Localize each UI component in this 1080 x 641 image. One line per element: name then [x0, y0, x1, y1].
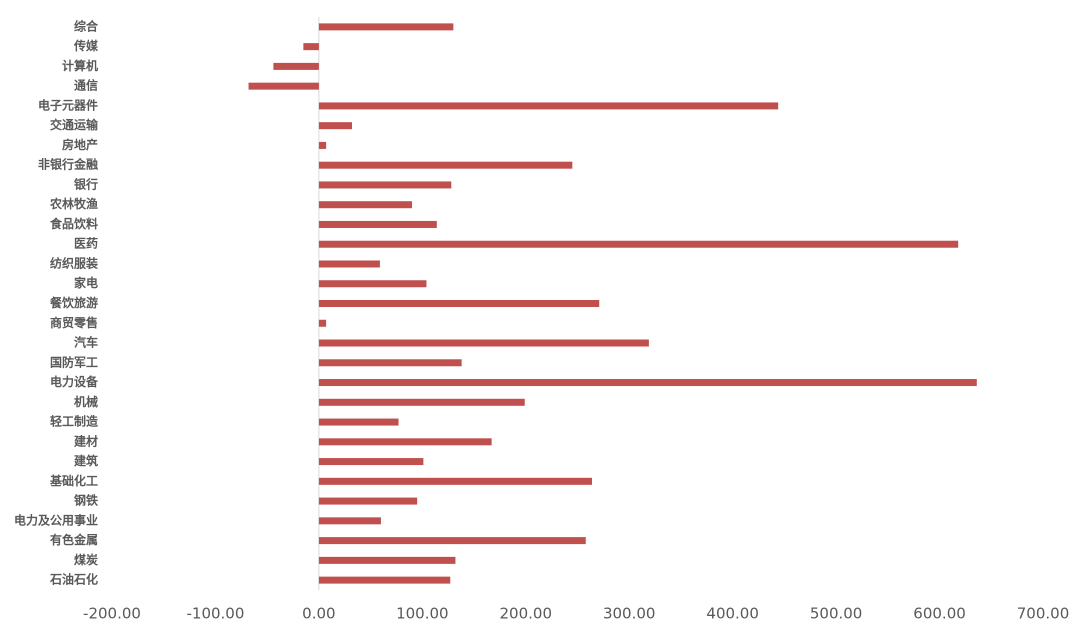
bar: [318, 438, 492, 446]
category-label: 医药: [74, 236, 98, 251]
bar: [318, 398, 525, 406]
bar: [318, 201, 412, 209]
bar: [318, 260, 380, 268]
bar: [318, 497, 418, 505]
bar: [318, 240, 959, 248]
category-label: 国防军工: [50, 354, 98, 369]
x-tick-label: 200.00: [500, 605, 553, 623]
x-tick-label: 500.00: [810, 605, 863, 623]
category-label: 商贸零售: [50, 315, 98, 330]
category-label: 建筑: [73, 453, 98, 468]
bar: [273, 62, 319, 70]
bar: [318, 477, 592, 485]
bar: [318, 556, 456, 564]
bar: [318, 359, 462, 367]
category-label: 汽车: [74, 335, 98, 350]
x-tick-label: 100.00: [396, 605, 449, 623]
x-tick-label: -200.00: [83, 605, 141, 623]
category-label: 房地产: [62, 137, 98, 152]
category-label: 电力及公用事业: [14, 512, 98, 527]
bar: [318, 339, 649, 347]
bar: [318, 102, 779, 110]
bar: [318, 220, 437, 228]
category-label: 传媒: [73, 38, 99, 53]
category-label: 农林牧渔: [49, 196, 98, 211]
category-label: 有色金属: [50, 532, 98, 547]
bar: [318, 280, 427, 288]
bar: [318, 379, 977, 387]
bar: [318, 418, 399, 426]
category-label: 钢铁: [74, 493, 98, 508]
category-label: 基础化工: [49, 473, 98, 488]
category-label: 非银行金融: [38, 157, 98, 172]
bar: [318, 537, 586, 545]
category-label: 纺织服装: [50, 255, 98, 270]
category-label: 综合: [74, 18, 99, 33]
x-tick-label: 400.00: [706, 605, 759, 623]
bar: [318, 576, 451, 584]
bar: [318, 517, 381, 525]
x-tick-label: 600.00: [913, 605, 966, 623]
bar: [318, 161, 573, 169]
bar: [318, 141, 327, 149]
bar: [318, 458, 424, 466]
x-tick-label: 0.00: [302, 605, 335, 623]
category-label: 家电: [74, 275, 98, 290]
category-label: 机械: [74, 394, 98, 409]
category-label: 通信: [74, 78, 98, 93]
bar: [318, 300, 600, 307]
category-label: 食品饮料: [49, 216, 98, 231]
category-label: 石油石化: [49, 572, 98, 587]
x-tick-label: 700.00: [1017, 605, 1070, 623]
category-label: 电力设备: [50, 374, 99, 389]
bar: [318, 319, 327, 327]
category-label: 轻工制造: [50, 414, 99, 429]
x-tick-label: -100.00: [186, 605, 244, 623]
category-label: 餐饮旅游: [50, 295, 98, 310]
bar: [318, 122, 352, 130]
bar: [303, 43, 319, 51]
bar: [318, 23, 454, 31]
x-tick-label: 300.00: [603, 605, 656, 623]
category-label: 电子元器件: [38, 97, 98, 112]
category-label: 建材: [73, 433, 98, 448]
category-label: 煤炭: [74, 552, 98, 567]
bar: [318, 181, 452, 189]
bar: [248, 82, 319, 90]
category-label: 交通运输: [50, 117, 99, 132]
category-label: 银行: [74, 176, 98, 191]
category-label: 计算机: [62, 58, 98, 73]
